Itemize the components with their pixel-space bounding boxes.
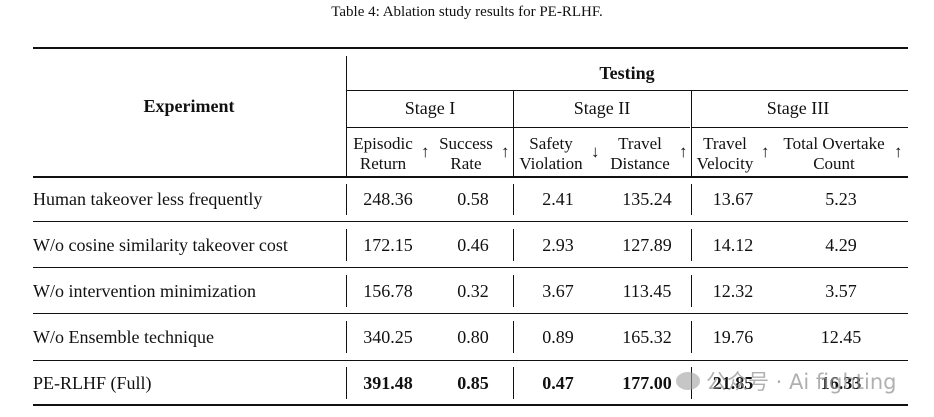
table-cell: 3.67: [542, 281, 574, 301]
table-cell: 4.29: [825, 235, 857, 255]
row-label: W/o intervention minimization: [33, 281, 256, 301]
header-rule: [33, 176, 908, 178]
stage-2-header: Stage II: [573, 98, 631, 118]
up-arrow-icon: ↑: [894, 142, 903, 161]
watermark: 公众号 · Ai fighting: [676, 366, 896, 396]
up-arrow-icon: ↑: [761, 142, 770, 161]
table-cell: 13.67: [712, 189, 754, 209]
experiment-divider-r5: [346, 367, 347, 399]
table-cell: 0.80: [457, 327, 489, 347]
stage1-divider-r2: [513, 229, 514, 261]
table-cell: 165.32: [622, 327, 672, 347]
metric-total-overtake-count: Total Overtake Count: [783, 134, 885, 173]
experiment-divider-r3: [346, 275, 347, 307]
row-label: W/o cosine similarity takeover cost: [33, 235, 288, 255]
stage2-divider-head: [691, 91, 692, 177]
table-cell: 156.78: [363, 281, 413, 301]
testing-header: Testing: [599, 63, 655, 83]
table-cell: 2.93: [542, 235, 574, 255]
row-rule-3: [33, 313, 908, 314]
row-label: W/o Ensemble technique: [33, 327, 214, 347]
table-cell: 0.32: [457, 281, 489, 301]
metric-safety-violation: Safety Violation: [519, 134, 583, 173]
table-cell: 172.15: [363, 235, 413, 255]
table-caption: Table 4: Ablation study results for PE-R…: [331, 4, 603, 20]
table-cell: 0.58: [457, 189, 489, 209]
table-cell: 12.32: [712, 281, 754, 301]
table-cell: 3.57: [825, 281, 857, 301]
row-label: Human takeover less frequently: [33, 189, 263, 209]
experiment-divider-head: [346, 56, 347, 177]
row-rule-2: [33, 267, 908, 268]
stage-3-header: Stage III: [766, 98, 830, 118]
table-cell: 2.41: [542, 189, 574, 209]
table-cell: 113.45: [622, 281, 672, 301]
bottom-rule: [33, 404, 908, 406]
up-arrow-icon: ↑: [501, 142, 510, 161]
table-cell: 127.89: [622, 235, 672, 255]
table-cell: 248.36: [363, 189, 413, 209]
stage1-divider-r4: [513, 321, 514, 353]
metric-success-rate: Success Rate: [439, 134, 493, 173]
table-cell: 0.46: [457, 235, 489, 255]
stage-rule-3: [692, 127, 908, 128]
table-cell: 135.24: [622, 189, 672, 209]
stage-1-header: Stage I: [404, 98, 456, 118]
metric-travel-distance: Travel Distance: [610, 134, 670, 173]
experiment-divider-r4: [346, 321, 347, 353]
stage1-divider-r3: [513, 275, 514, 307]
table-cell: 19.76: [712, 327, 754, 347]
testing-rule: [347, 90, 908, 91]
stage2-divider-r4: [691, 321, 692, 353]
table-cell: 340.25: [363, 327, 413, 347]
table-cell: 12.45: [820, 327, 862, 347]
experiment-divider-r2: [346, 229, 347, 261]
table-cell: 14.12: [712, 235, 754, 255]
down-arrow-icon: ↓: [591, 142, 600, 161]
table-cell: 177.00: [622, 373, 672, 393]
experiment-divider-r1: [346, 184, 347, 215]
wechat-icon: [676, 372, 700, 390]
metric-travel-velocity: Travel Velocity: [696, 134, 754, 173]
table-cell: 21.85: [712, 373, 754, 393]
stage1-divider-r1: [513, 184, 514, 215]
row-label: PE-RLHF (Full): [33, 373, 152, 393]
up-arrow-icon: ↑: [421, 142, 430, 161]
watermark-text: 公众号 · Ai fighting: [706, 370, 897, 394]
stage2-divider-r2: [691, 229, 692, 261]
experiment-header: Experiment: [143, 96, 235, 116]
table-cell: 0.85: [457, 373, 489, 393]
stage-rule-2: [514, 127, 690, 128]
stage2-divider-r1: [691, 184, 692, 215]
stage1-divider-r5: [513, 367, 514, 399]
stage-rule-1: [347, 127, 513, 128]
table-cell: 16.33: [820, 373, 862, 393]
row-rule-4: [33, 360, 908, 361]
metric-episodic-return: Episodic Return: [353, 134, 413, 173]
table-cell: 391.48: [363, 373, 413, 393]
table-cell: 5.23: [825, 189, 857, 209]
table-cell: 0.89: [542, 327, 574, 347]
table-cell: 0.47: [542, 373, 574, 393]
row-rule-1: [33, 221, 908, 222]
stage1-divider-head: [513, 91, 514, 177]
stage2-divider-r3: [691, 275, 692, 307]
top-rule: [33, 47, 908, 49]
up-arrow-icon: ↑: [679, 142, 688, 161]
